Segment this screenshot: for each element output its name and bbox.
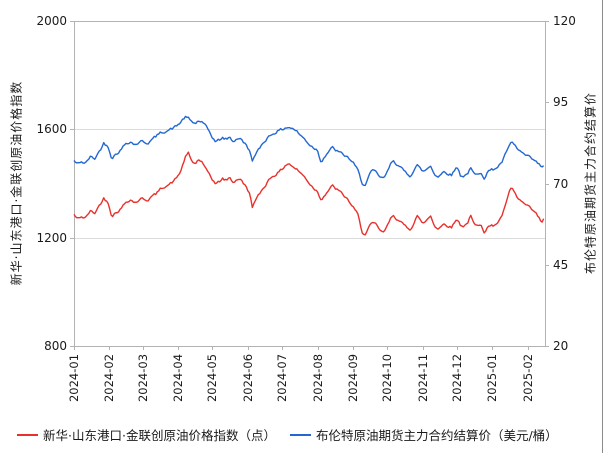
x-axis-tick-label: 2024-12 (449, 353, 464, 403)
legend-line-sample (289, 433, 311, 436)
chart-legend: 新华·山东港口·金联创原油价格指数（点） 布伦特原油期货主力合约结算价（美元/桶） (17, 425, 558, 444)
x-axis-tick-label: 2024-09 (345, 353, 360, 403)
right-axis-tick-label: 120 (553, 14, 576, 28)
legend-item-0: 新华·山东港口·金联创原油价格指数（点） (17, 425, 276, 444)
x-axis-tick-label: 2024-07 (275, 353, 290, 403)
left-axis-tick-label: 1200 (36, 230, 67, 245)
x-axis-tick-label: 2025-01 (485, 353, 500, 403)
left-axis-tick-label: 2000 (36, 14, 67, 28)
series-line-brent (73, 115, 545, 187)
x-axis-tick-label: 2024-04 (171, 353, 186, 403)
x-axis-tick-label: 2024-08 (310, 353, 325, 403)
right-axis-title: 布伦特原油期货主力合约结算价 (583, 91, 598, 275)
left-axis-title: 新华·山东港口·金联创原油价格指数 (9, 80, 24, 286)
x-axis-tick-label: 2024-10 (380, 353, 395, 403)
left-axis-tick-label: 800 (44, 339, 67, 353)
x-axis-tick-label: 2024-06 (240, 353, 255, 403)
x-axis-tick-label: 2024-01 (67, 353, 81, 403)
x-axis-tick-label: 2025-02 (520, 353, 535, 403)
right-axis-tick-label: 95 (553, 95, 569, 110)
right-axis-tick-label: 45 (553, 257, 569, 272)
x-axis-tick-label: 2024-11 (415, 353, 430, 403)
legend-label: 布伦特原油期货主力合约结算价（美元/桶） (315, 428, 558, 443)
left-axis-tick-label: 1600 (36, 122, 67, 137)
legend-item-1: 布伦特原油期货主力合约结算价（美元/桶） (289, 425, 558, 444)
series-line-index (73, 151, 545, 236)
right-axis-tick-label: 20 (553, 339, 569, 353)
x-axis-tick-label: 2024-03 (135, 353, 150, 403)
right-axis-tick-label: 70 (553, 176, 569, 191)
x-axis-tick-label: 2024-02 (102, 353, 117, 403)
x-axis-tick-label: 2024-05 (205, 353, 220, 403)
legend-line-sample (17, 433, 38, 436)
legend-label: 新华·山东港口·金联创原油价格指数（点） (43, 428, 276, 443)
panel-right-border (602, 0, 603, 453)
